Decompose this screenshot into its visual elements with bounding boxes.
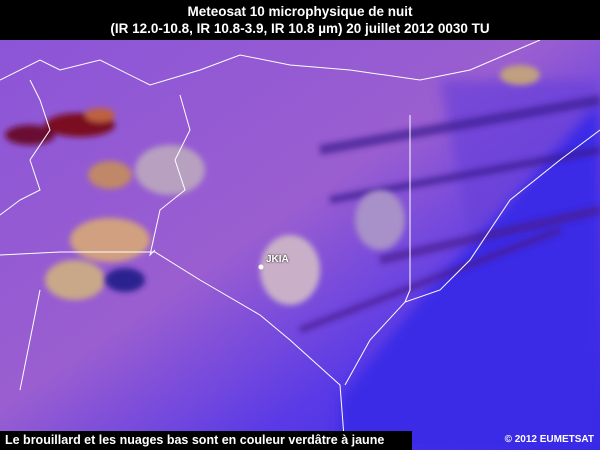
title-line-2: (IR 12.0-10.8, IR 10.8-3.9, IR 10.8 µm) … — [110, 21, 490, 36]
jkia-marker — [258, 264, 264, 270]
high-cloud-areas — [5, 108, 145, 292]
jkia-label: JKIA — [266, 254, 289, 265]
low-cloud-areas — [45, 65, 540, 305]
caption: Le brouillard et les nuages bas sont en … — [0, 431, 412, 450]
title-line-1: Meteosat 10 microphysique de nuit — [187, 4, 413, 19]
image-title: Meteosat 10 microphysique de nuit (IR 12… — [0, 0, 600, 40]
satellite-image — [0, 40, 600, 450]
copyright: © 2012 EUMETSAT — [504, 434, 594, 445]
country-borders — [0, 40, 600, 450]
